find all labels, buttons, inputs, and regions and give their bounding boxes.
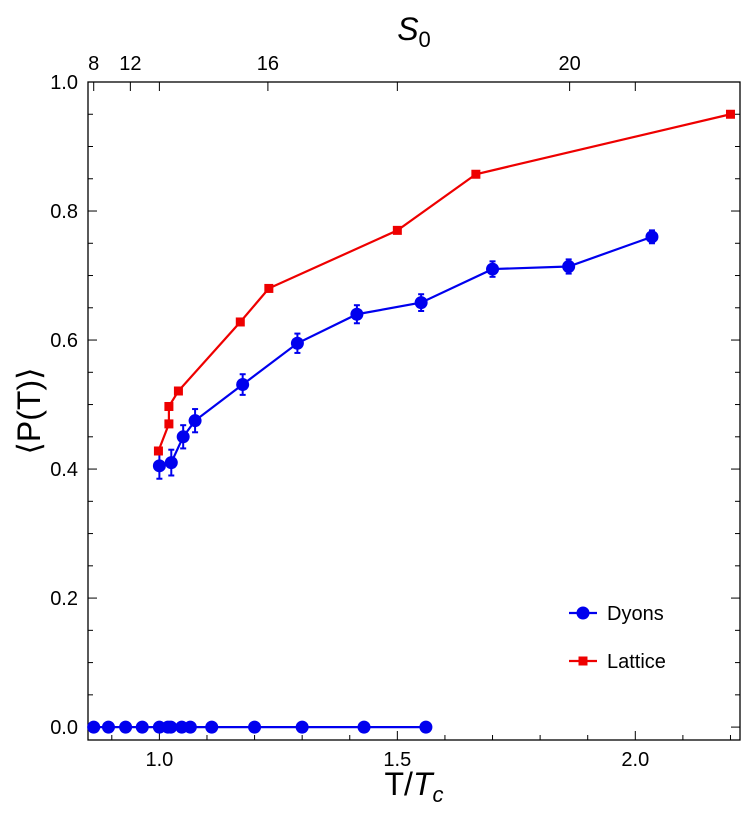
data-point-dyons — [290, 336, 304, 350]
data-point-dyons — [164, 456, 178, 470]
top-tick-label: 20 — [558, 53, 580, 75]
ticks-layer — [88, 81, 740, 740]
data-point-dyons — [295, 720, 309, 734]
y-tick-label: 1.0 — [50, 72, 78, 94]
data-point-dyons — [486, 262, 500, 276]
data-point-dyons — [236, 378, 250, 392]
legend: Dyons Lattice — [569, 603, 666, 673]
data-point-lattice — [471, 169, 481, 179]
data-point-lattice — [392, 225, 402, 235]
labels-layer: 1.0 1.5 2.0 8 12 16 20 0.0 0.2 0.4 0.6 0.8 1.0 T/Tc S0… — [11, 11, 649, 807]
data-point-lattice — [725, 109, 735, 119]
top-axis-title-sub: 0 — [419, 27, 431, 52]
y-tick-label: 0.2 — [50, 588, 78, 610]
data-point-dyons — [645, 230, 659, 244]
y-axis-title: ⟨P(T)⟩ — [11, 367, 47, 454]
x-tick-label: 1.0 — [145, 749, 173, 771]
top-tick-label: 8 — [88, 53, 99, 75]
top-axis-title-s: S — [397, 11, 418, 47]
top-tick-label: 12 — [119, 53, 141, 75]
legend-marker-dyons — [576, 606, 590, 620]
data-point-dyons — [205, 720, 219, 734]
data-point-dyons — [188, 414, 202, 428]
data-point-dyons — [135, 720, 149, 734]
y-tick-label: 0.0 — [50, 717, 78, 739]
data-point-dyons — [350, 307, 364, 321]
x-tick-label: 2.0 — [621, 749, 649, 771]
x-axis-title-t: T — [413, 766, 435, 802]
data-point-dyons — [562, 259, 576, 273]
data-point-lattice — [235, 317, 245, 327]
data-point-dyons — [152, 459, 166, 473]
series-layer — [87, 109, 735, 734]
data-point-lattice — [173, 386, 183, 396]
data-point-dyons — [183, 720, 197, 734]
plot-frame — [87, 81, 741, 741]
data-point-dyons — [176, 430, 190, 444]
data-point-lattice — [164, 419, 174, 429]
data-point-dyons — [248, 720, 262, 734]
top-tick-label: 16 — [257, 53, 279, 75]
data-point-lattice — [264, 283, 274, 293]
legend-label-lattice: Lattice — [607, 651, 666, 673]
y-tick-label: 0.8 — [50, 201, 78, 223]
series-line-lattice — [157, 113, 731, 452]
y-tick-label: 0.6 — [50, 330, 78, 352]
data-point-lattice — [164, 401, 174, 411]
legend-marker-lattice — [578, 656, 588, 666]
series-line-dyons — [159, 235, 653, 467]
x-tick-label: 1.5 — [383, 749, 411, 771]
y-tick-label: 0.4 — [50, 459, 78, 481]
x-axis-title: T/Tc — [385, 766, 444, 807]
data-point-dyons — [119, 720, 133, 734]
x-axis-title-sub: c — [432, 782, 443, 807]
data-point-dyons — [414, 296, 428, 310]
data-point-dyons — [87, 720, 101, 734]
data-point-dyons — [357, 720, 371, 734]
data-point-dyons — [419, 720, 433, 734]
data-point-lattice — [153, 446, 163, 456]
data-point-dyons — [101, 720, 115, 734]
data-point-dyons — [164, 720, 178, 734]
top-axis-title: S0 — [397, 11, 431, 52]
legend-label-dyons: Dyons — [607, 603, 664, 625]
